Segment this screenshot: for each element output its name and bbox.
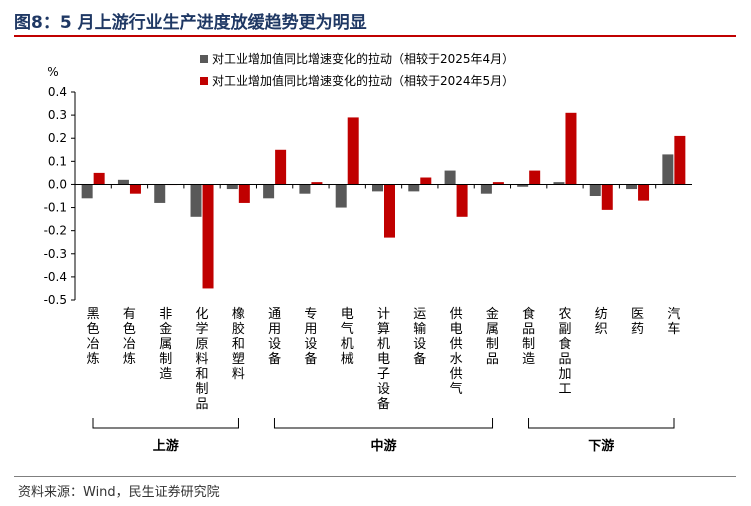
bar-1-1: [117, 179, 129, 185]
y-tick-label: -0.4: [44, 270, 67, 284]
x-tick-label: 供电供水供气: [450, 307, 463, 397]
x-tick-label: 医药: [631, 307, 644, 337]
bar-2-10: [456, 184, 468, 217]
x-tick-label: 电气机械: [341, 307, 354, 367]
y-tick-label: 0.0: [48, 177, 67, 191]
group-bracket-1: [92, 418, 239, 429]
y-tick-label: -0.3: [44, 247, 67, 261]
group-label-3: 下游: [588, 438, 614, 454]
x-tick-label: 通用设备: [268, 307, 281, 367]
group-brackets: 上游 中游 下游: [92, 418, 675, 454]
bar-1-0: [81, 184, 93, 199]
y-tick-label: 0.4: [48, 85, 67, 99]
bar-2-14: [601, 184, 613, 210]
bar-2-0: [93, 172, 105, 185]
x-tick-label: 汽车: [667, 307, 680, 337]
bar-1-12: [517, 184, 529, 187]
bar-2-6: [311, 182, 323, 185]
group-bracket-3: [528, 418, 675, 429]
bar-1-14: [589, 184, 601, 196]
bar-1-8: [372, 184, 383, 192]
bar-2-5: [275, 149, 287, 185]
x-tick-label: 有色冶炼: [123, 307, 136, 367]
bar-2-8: [384, 184, 395, 238]
x-axis: 黑色冶炼 有色冶炼 非金属制造 化学原料和制品 橡胶和塑料 通用设备 专用设备 电气机械 计算机…: [75, 183, 692, 412]
bar-1-4: [226, 184, 238, 190]
legend-label-2: 对工业增加值同比增速变化的拉动（相较于2024年5月）: [212, 73, 514, 88]
x-tick-label: 橡胶和塑料: [232, 307, 245, 382]
bar-1-16: [662, 154, 674, 185]
x-tick-label: 黑色冶炼: [87, 307, 100, 367]
bar-1-13: [553, 182, 565, 185]
bar-1-7: [335, 184, 347, 208]
x-tick-label: 专用设备: [304, 307, 317, 367]
x-tick-label: 农副食品加工: [558, 307, 571, 397]
unit-label: %: [47, 65, 58, 79]
y-tick-label: 0.1: [48, 154, 67, 168]
bar-2-1: [129, 184, 141, 194]
x-tick-label: 食品制造: [522, 306, 535, 367]
page-title: 图8：5 月上游行业生产进度放缓趋势更为明显: [14, 13, 367, 33]
bar-2-13: [565, 112, 577, 185]
legend-swatch-2: [200, 77, 208, 85]
source-note: 资料来源：Wind，民生证券研究院: [18, 485, 220, 500]
bar-2-4: [238, 184, 250, 203]
legend: 对工业增加值同比增速变化的拉动（相较于2025年4月） 对工业增加值同比增速变化的…: [200, 51, 514, 88]
group-label-2: 中游: [370, 438, 396, 454]
y-tick-label: -0.1: [44, 201, 67, 215]
bar-1-10: [444, 170, 456, 185]
x-tick-label: 运输设备: [413, 307, 426, 367]
x-tick-label: 金属制品: [486, 306, 499, 367]
bar-2-9: [420, 177, 432, 185]
bar-1-2: [154, 184, 166, 203]
x-tick-label: 化学原料和制品: [196, 307, 209, 412]
legend-label-1: 对工业增加值同比增速变化的拉动（相较于2025年4月）: [212, 51, 514, 66]
y-axis: % 0.4 0.3 0.2 0.1 0.0 -0.1 -0.2 -0.3 -0.4 -0.5: [44, 65, 76, 307]
bar-1-9: [408, 184, 420, 192]
bar-1-6: [299, 184, 311, 194]
bar-1-15: [626, 184, 638, 190]
legend-swatch-1: [200, 55, 208, 63]
y-tick-label: 0.3: [48, 108, 67, 122]
y-tick-label: -0.2: [44, 224, 67, 238]
x-tick-label: 计算机电子设备: [377, 307, 390, 412]
bar-2-3: [202, 184, 214, 289]
x-tick-label: 纺织: [595, 307, 608, 337]
bar-1-11: [480, 184, 492, 194]
bar-2-7: [347, 117, 359, 185]
bar-2-15: [638, 184, 650, 201]
bar-2-12: [529, 170, 541, 185]
bar-1-5: [263, 184, 275, 199]
footer-rule: [14, 476, 736, 477]
bars: [81, 112, 686, 289]
group-label-1: 上游: [153, 438, 179, 454]
bar-1-3: [190, 184, 202, 217]
group-bracket-2: [273, 418, 494, 429]
bar-2-16: [674, 135, 686, 185]
title-rule: [14, 35, 736, 37]
x-tick-label: 非金属制造: [159, 307, 172, 382]
bar-2-11: [492, 182, 504, 185]
y-tick-label: 0.2: [48, 131, 67, 145]
y-tick-label: -0.5: [44, 293, 67, 307]
